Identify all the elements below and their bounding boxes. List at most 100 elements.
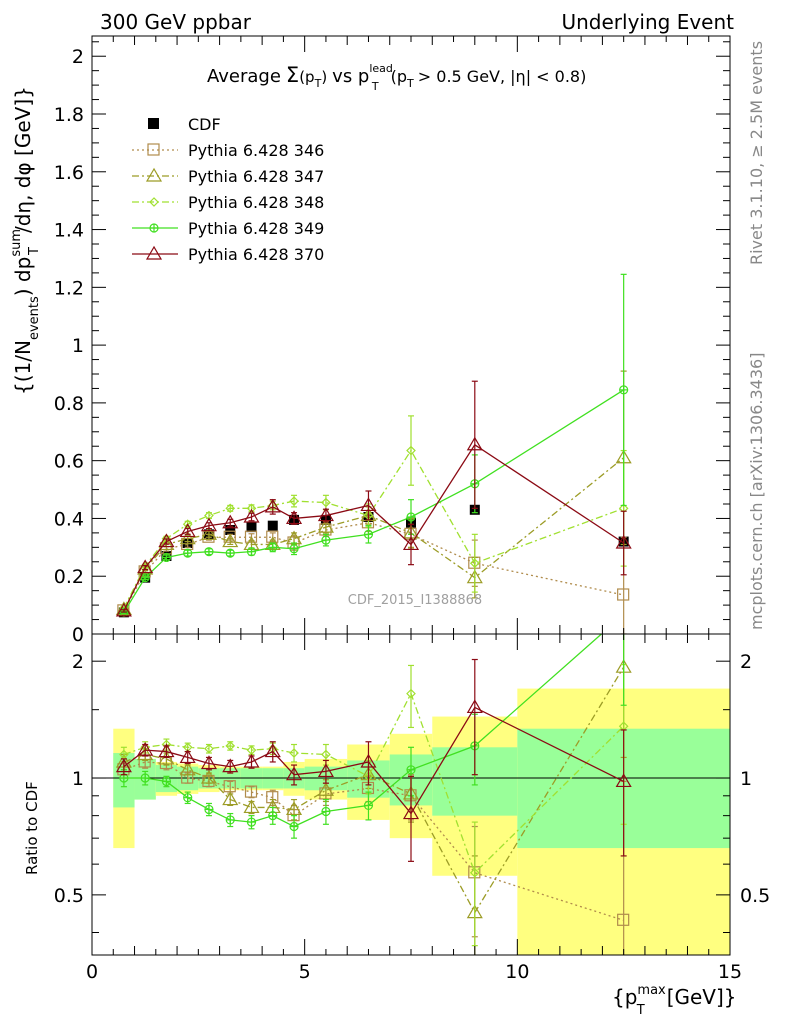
ratio-y-tick-label-left: 0.5 [54,885,84,907]
ratio-y-tick-label-left: 1 [72,768,84,790]
marker [402,536,420,551]
marker [615,534,632,549]
main-y-tick-label: 0.2 [54,566,84,588]
marker [179,530,196,545]
legend-label: Pythia 6.428 347 [188,167,324,186]
marker [179,523,196,538]
marker [137,741,154,756]
series-line [123,389,625,613]
marker [225,815,235,825]
legend-entry-data: CDF [148,115,221,134]
series-line [123,666,625,914]
marker [469,558,480,569]
main-series-2 [119,415,629,613]
main-y-tick-label: 1.8 [54,104,84,126]
marker [321,749,331,760]
ratio-y-tick-label-right: 0.5 [740,885,770,907]
marker [243,799,260,814]
marker [317,782,334,796]
marker [285,801,303,816]
x-tick-label: 5 [299,961,311,983]
marker [179,761,196,776]
marker [161,552,172,563]
series-line [123,449,624,609]
main-y-tick-label: 1.4 [54,220,84,242]
legend-entry-series: Pythia 6.428 347 [132,167,324,186]
marker [223,780,236,793]
legend-entry-series: Pythia 6.428 349 [132,219,324,238]
marker [200,526,218,540]
marker [149,223,159,233]
marker [243,508,260,523]
legend-label: Pythia 6.428 370 [188,245,324,264]
legend-marker-cdf [148,118,159,129]
marker [268,542,278,552]
marker [204,547,214,557]
cdf-marker [225,525,236,535]
marker [617,913,630,926]
ratio-uncertainty-bands [113,688,730,955]
marker [363,529,374,539]
marker [158,533,175,548]
marker [289,748,299,758]
legend-label: Pythia 6.428 349 [188,219,324,238]
legend: CDF Pythia 6.428 346 Pythia 6.428 347 Pythi… [132,115,324,264]
marker [615,773,632,788]
marker [406,445,416,456]
marker [246,547,257,557]
marker [137,559,154,574]
marker [115,758,132,773]
ratio-series-2 [119,663,629,947]
marker [246,817,257,827]
marker [140,573,150,583]
marker [285,510,303,525]
marker [264,498,281,513]
rivet-label: Rivet 3.1.10, ≥ 2.5M events [747,41,766,265]
marker [225,503,236,514]
marker [321,535,331,545]
marker [243,753,260,768]
analysis-watermark: CDF_2015_I1388868 [348,593,482,608]
marker [406,688,416,699]
mcplots-label: mcplots.cern.ch [arXiv:1306.3436] [747,353,766,630]
marker [317,507,334,522]
marker [363,800,374,811]
marker [246,503,257,514]
cdf-marker [246,522,257,533]
marker [317,518,334,533]
legend-entry-series: Pythia 6.428 348 [132,193,324,212]
plot-title: Average Σ(pT) vs plead T(pT > 0.5 GeV, |η| <… [207,62,586,93]
main-y-tick-label: 1.6 [54,162,84,184]
marker [225,741,236,751]
main-y-tick-label: 0.8 [54,393,84,415]
marker [289,544,299,554]
marker [289,821,299,832]
marker [321,497,331,508]
x-axis-title: {pmax T[GeV]} [612,983,737,1018]
marker [617,588,630,601]
marker [147,143,160,156]
x-tick-label: 0 [86,961,98,983]
main-y-axis-title: {(1/Nevents) dpsum T/dη, dφ [GeV]} [9,86,42,395]
marker [264,743,281,758]
marker [268,811,278,821]
main-y-tick-label: 1.2 [54,277,84,299]
marker [145,167,163,182]
marker [145,245,163,260]
ratio-y-tick-label-left: 2 [72,651,84,673]
marker [140,773,150,783]
main-y-tick-label: 0 [72,624,84,646]
series-line [123,522,624,612]
main-series-1 [115,370,632,616]
marker [183,793,193,803]
header-right: Underlying Event [561,10,734,34]
marker [466,699,483,714]
marker [317,763,334,778]
main-series-4 [115,380,632,617]
main-y-tick-label: 2 [72,46,84,68]
marker [200,517,218,532]
main-y-tick-label: 1 [72,335,84,357]
legend-entry-series: Pythia 6.428 370 [132,245,324,264]
marker [222,791,239,806]
marker [619,385,629,395]
